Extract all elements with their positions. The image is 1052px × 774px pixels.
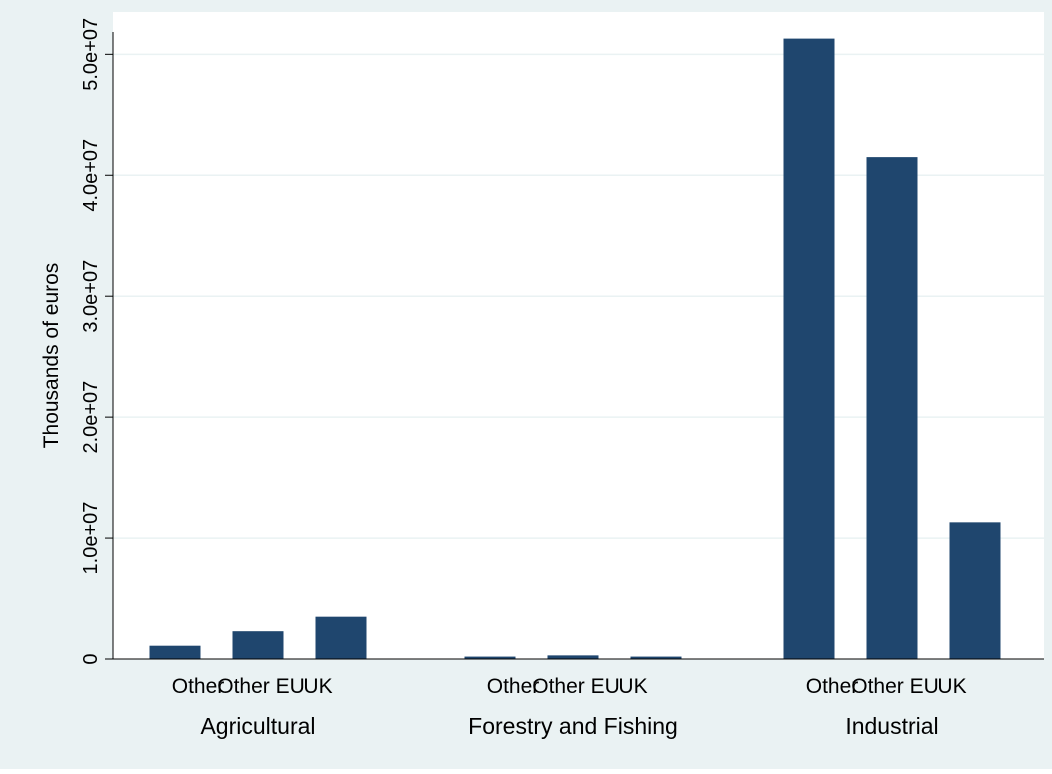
x-category-label: Other EU (851, 675, 939, 698)
bar (783, 38, 835, 660)
bar (464, 656, 516, 659)
bar (866, 157, 918, 659)
y-ticks: 0 1.0e+07 2.0e+07 3.0e+07 4.0e+07 5.0e+07 (80, 18, 113, 665)
bar (630, 656, 682, 659)
bar (315, 616, 367, 659)
x-group-label: Agricultural (200, 713, 315, 739)
y-tick-label: 2.0e+07 (80, 381, 102, 454)
y-tick-label: 0 (80, 653, 102, 664)
y-tick-label: 5.0e+07 (80, 18, 102, 91)
bar (949, 522, 1001, 659)
bar (149, 645, 201, 659)
y-tick-label: 4.0e+07 (80, 139, 102, 212)
x-category-label: Other (806, 675, 859, 698)
y-axis-title: Thousands of euros (40, 263, 63, 449)
x-category-label: UK (937, 675, 966, 698)
x-category-label: Other EU (532, 675, 620, 698)
x-category-label: UK (618, 675, 647, 698)
bars (149, 38, 1001, 660)
x-category-label: Other (487, 675, 540, 698)
x-group-label: Forestry and Fishing (468, 713, 678, 739)
y-tick-label: 1.0e+07 (80, 502, 102, 575)
bar (547, 655, 599, 659)
x-category-label: UK (303, 675, 332, 698)
x-group-label: Industrial (845, 713, 938, 739)
y-tick-label: 3.0e+07 (80, 260, 102, 333)
x-category-label: Other EU (217, 675, 305, 698)
axes (112, 32, 1044, 660)
x-category-label: Other (172, 675, 225, 698)
bar (232, 631, 284, 659)
